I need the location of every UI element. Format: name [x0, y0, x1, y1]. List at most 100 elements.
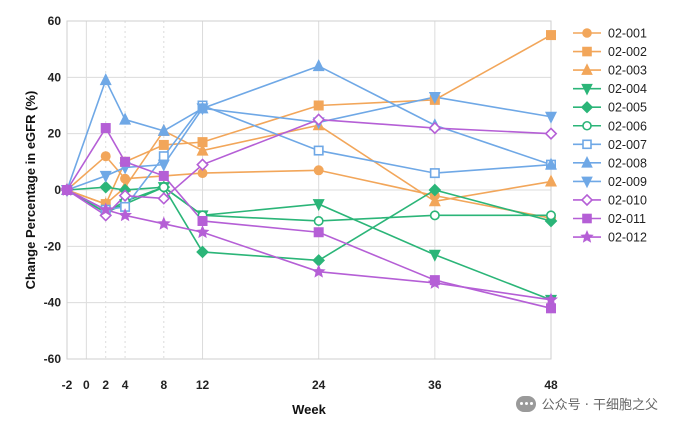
legend-marker-02-008	[581, 156, 593, 168]
x-tick-label: 12	[196, 378, 210, 392]
legend-marker-02-003	[581, 63, 593, 75]
series-line-02-002	[66, 34, 552, 206]
x-tick-label: 36	[428, 378, 442, 392]
data-point-02-008	[119, 112, 132, 125]
data-point-02-008	[545, 157, 557, 170]
x-tick-label: -2	[62, 378, 73, 392]
data-point-02-005	[196, 245, 209, 259]
legend-label-02-003: 02-003	[608, 64, 647, 78]
y-tick-label: -20	[44, 239, 62, 253]
legend-marker-02-011	[582, 213, 592, 224]
data-point-02-005	[428, 183, 442, 197]
data-point-02-008	[99, 73, 112, 86]
y-tick-label: -60	[44, 352, 62, 366]
x-tick-label: 8	[160, 378, 167, 392]
data-point-02-011	[120, 156, 131, 167]
data-point-02-008	[312, 59, 325, 72]
series-line-02-003	[66, 124, 552, 205]
wechat-icon	[515, 395, 536, 412]
y-tick-label: 20	[48, 127, 62, 141]
data-point-02-012	[156, 216, 171, 230]
data-point-02-011	[158, 170, 169, 181]
data-point-02-011	[197, 215, 208, 226]
data-point-02-007	[158, 151, 169, 162]
data-point-02-012	[195, 224, 210, 239]
legend-label-02-008: 02-008	[608, 156, 647, 170]
data-point-02-009	[545, 111, 557, 124]
legend-label-02-005: 02-005	[608, 101, 647, 115]
legend-marker-02-010	[580, 193, 594, 207]
y-axis-label: Change Percentage in eGFR (%)	[23, 91, 38, 290]
data-point-02-012	[60, 182, 74, 196]
data-point-02-010	[157, 192, 171, 205]
data-point-02-006	[545, 210, 556, 221]
x-tick-label: 24	[312, 378, 326, 392]
data-point-02-012	[544, 292, 558, 306]
data-point-02-002	[313, 100, 324, 111]
legend-marker-02-009	[581, 176, 593, 189]
legend-marker-02-002	[582, 46, 592, 57]
data-point-02-004	[312, 199, 325, 212]
legend-label-02-011: 02-011	[608, 212, 646, 226]
x-tick-label: 4	[122, 378, 129, 392]
data-point-02-005	[99, 180, 113, 194]
legend-label-02-009: 02-009	[608, 175, 647, 189]
y-tick-label: -40	[44, 296, 62, 310]
legend: 02-001 02-002 02-003 02-004 02-005 02-006 02-0…	[573, 27, 647, 245]
series-lines	[66, 34, 552, 310]
legend-marker-02-006	[582, 120, 592, 131]
legend-label-02-004: 02-004	[608, 82, 647, 96]
data-point-02-003	[545, 174, 557, 187]
series-markers	[60, 30, 558, 314]
data-point-02-006	[429, 210, 440, 221]
data-point-02-011	[100, 123, 111, 134]
y-tick-label: 40	[48, 70, 62, 84]
data-point-02-006	[313, 215, 324, 226]
legend-marker-02-005	[580, 101, 594, 114]
data-point-02-006	[158, 182, 169, 193]
x-axis-label: Week	[292, 402, 326, 417]
series-line-02-009	[66, 96, 552, 191]
data-point-02-002	[545, 30, 556, 41]
x-tick-label: 2	[102, 378, 109, 392]
data-point-02-011	[545, 303, 556, 314]
series-line-02-011	[66, 126, 552, 310]
y-tick-label: 0	[54, 183, 61, 197]
data-point-02-009	[157, 159, 170, 172]
data-point-02-010	[196, 158, 209, 171]
series-line-02-012	[66, 189, 552, 301]
data-point-02-009	[196, 103, 209, 116]
data-point-02-005	[312, 254, 326, 267]
data-point-02-009	[428, 92, 441, 105]
data-point-02-004	[428, 249, 441, 262]
data-point-02-002	[158, 139, 169, 150]
series-line-02-008	[66, 65, 552, 191]
data-point-02-001	[313, 165, 324, 176]
data-point-02-011	[313, 227, 324, 238]
data-point-02-010	[312, 113, 326, 126]
data-point-02-003	[196, 143, 209, 156]
legend-marker-02-004	[581, 83, 593, 96]
legend-marker-02-001	[582, 28, 592, 38]
data-point-02-009	[99, 170, 112, 183]
legend-label-02-012: 02-012	[608, 231, 647, 245]
legend-label-02-001: 02-001	[608, 27, 647, 41]
legend-label-02-010: 02-010	[608, 193, 647, 207]
data-point-02-012	[98, 202, 113, 216]
data-point-02-001	[100, 151, 111, 162]
legend-label-02-007: 02-007	[608, 138, 647, 152]
watermark: 公众号 · 干细胞之父	[515, 394, 658, 413]
data-point-02-007	[429, 168, 440, 179]
data-point-02-007	[313, 145, 324, 156]
data-point-02-008	[157, 123, 170, 136]
data-point-02-012	[427, 275, 442, 289]
x-tick-label: 48	[544, 378, 558, 392]
legend-marker-02-007	[582, 139, 592, 150]
data-point-02-012	[118, 208, 133, 222]
legend-label-02-006: 02-006	[608, 119, 647, 133]
data-point-02-012	[311, 264, 326, 278]
grid-lines	[66, 20, 552, 360]
data-point-02-003	[428, 194, 441, 207]
